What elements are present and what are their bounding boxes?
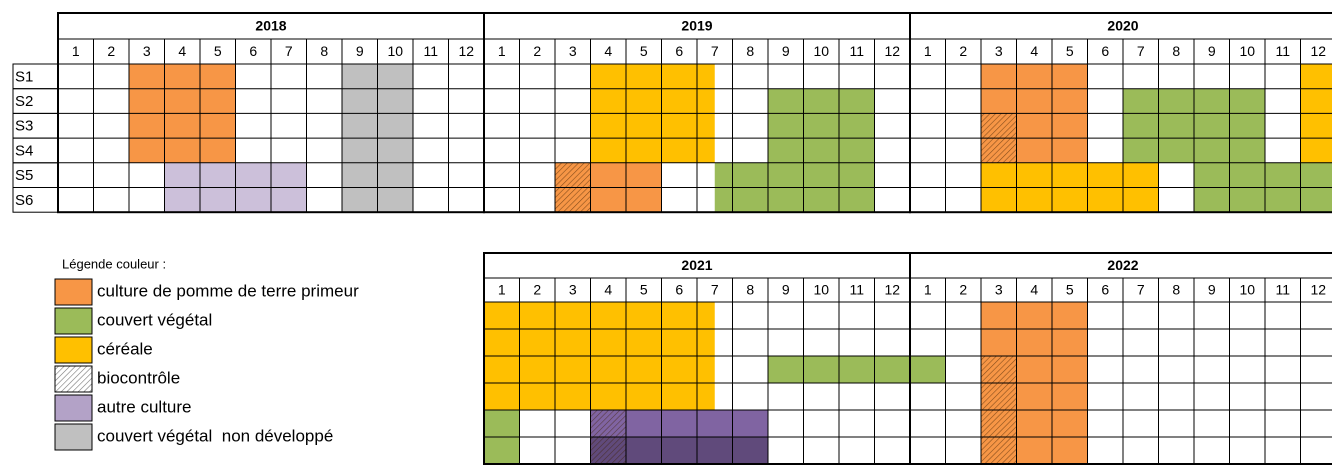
legend-swatch <box>54 423 93 451</box>
month-label: 6 <box>675 282 683 298</box>
month-label: 8 <box>1172 282 1180 298</box>
legend-swatch <box>54 278 93 306</box>
month-label: 8 <box>746 43 754 59</box>
month-label: 3 <box>143 43 151 59</box>
month-label: 10 <box>1239 43 1255 59</box>
month-label: 1 <box>498 282 506 298</box>
legend-swatch <box>54 394 93 422</box>
row-label: S6 <box>15 192 33 209</box>
month-label: 2 <box>533 43 541 59</box>
month-label: 8 <box>746 282 754 298</box>
legend-label: couvert végétal non développé <box>97 426 333 445</box>
month-label: 5 <box>640 43 648 59</box>
month-label: 7 <box>1137 282 1145 298</box>
biocontrol-hatch <box>590 437 626 464</box>
month-label: 12 <box>1310 282 1326 298</box>
row-label: S2 <box>15 93 33 110</box>
month-label: 4 <box>604 43 612 59</box>
month-label: 10 <box>813 282 829 298</box>
month-label: 12 <box>458 43 474 59</box>
year-label: 2019 <box>681 18 712 34</box>
month-label: 2 <box>533 282 541 298</box>
month-label: 3 <box>569 43 577 59</box>
legend-label: céréale <box>97 339 153 358</box>
month-label: 3 <box>569 282 577 298</box>
month-label: 9 <box>1208 282 1216 298</box>
crop-block <box>910 356 946 383</box>
row-label: S3 <box>15 118 33 135</box>
row-label-cell <box>12 187 59 213</box>
year-frame <box>909 252 1332 465</box>
month-label: 6 <box>675 43 683 59</box>
month-label: 10 <box>813 43 829 59</box>
year-label: 2022 <box>1107 257 1138 273</box>
month-label: 12 <box>884 43 900 59</box>
month-label: 11 <box>849 43 864 59</box>
month-label: 11 <box>849 282 864 298</box>
month-label: 8 <box>320 43 328 59</box>
year-frame <box>909 12 1332 214</box>
month-label: 12 <box>1310 43 1326 59</box>
month-label: 1 <box>498 43 506 59</box>
row-label: S4 <box>15 142 33 159</box>
month-label: 9 <box>356 43 364 59</box>
month-label: 3 <box>995 282 1003 298</box>
month-label: 4 <box>604 282 612 298</box>
month-label: 2 <box>959 282 967 298</box>
month-label: 11 <box>1275 282 1290 298</box>
legend-label: biocontrôle <box>97 368 180 387</box>
legend-label: culture de pomme de terre primeur <box>97 281 359 300</box>
crop-block <box>768 88 875 163</box>
month-label: 11 <box>423 43 438 59</box>
month-label: 9 <box>782 282 790 298</box>
month-label: 10 <box>1239 282 1255 298</box>
legend-hatch <box>54 365 93 393</box>
month-label: 12 <box>884 282 900 298</box>
legend-swatch <box>54 307 93 335</box>
month-label: 10 <box>387 43 403 59</box>
month-label: 2 <box>107 43 115 59</box>
year-label: 2021 <box>681 257 712 273</box>
legend-title: Légende couleur : <box>62 256 166 271</box>
month-label: 2 <box>959 43 967 59</box>
month-label: 5 <box>214 43 222 59</box>
month-label: 6 <box>1101 282 1109 298</box>
month-label: 6 <box>249 43 257 59</box>
month-label: 5 <box>1066 43 1074 59</box>
biocontrol-hatch <box>590 410 626 437</box>
month-label: 7 <box>711 43 719 59</box>
month-label: 7 <box>711 282 719 298</box>
month-label: 5 <box>640 282 648 298</box>
legend-label: couvert végétal <box>97 310 212 329</box>
month-label: 4 <box>1030 282 1038 298</box>
month-label: 7 <box>285 43 293 59</box>
month-label: 1 <box>924 282 932 298</box>
month-label: 9 <box>1208 43 1216 59</box>
month-label: 5 <box>1066 282 1074 298</box>
month-label: 8 <box>1172 43 1180 59</box>
legend-swatch <box>54 336 93 364</box>
month-label: 4 <box>1030 43 1038 59</box>
month-label: 1 <box>72 43 80 59</box>
month-label: 11 <box>1275 43 1290 59</box>
legend-label: autre culture <box>97 397 192 416</box>
month-label: 3 <box>995 43 1003 59</box>
month-label: 7 <box>1137 43 1145 59</box>
year-label: 2020 <box>1107 18 1138 34</box>
month-label: 4 <box>178 43 186 59</box>
month-label: 9 <box>782 43 790 59</box>
month-label: 1 <box>924 43 932 59</box>
row-label: S5 <box>15 167 33 184</box>
year-label: 2018 <box>255 18 286 34</box>
month-label: 6 <box>1101 43 1109 59</box>
row-label: S1 <box>15 68 33 85</box>
